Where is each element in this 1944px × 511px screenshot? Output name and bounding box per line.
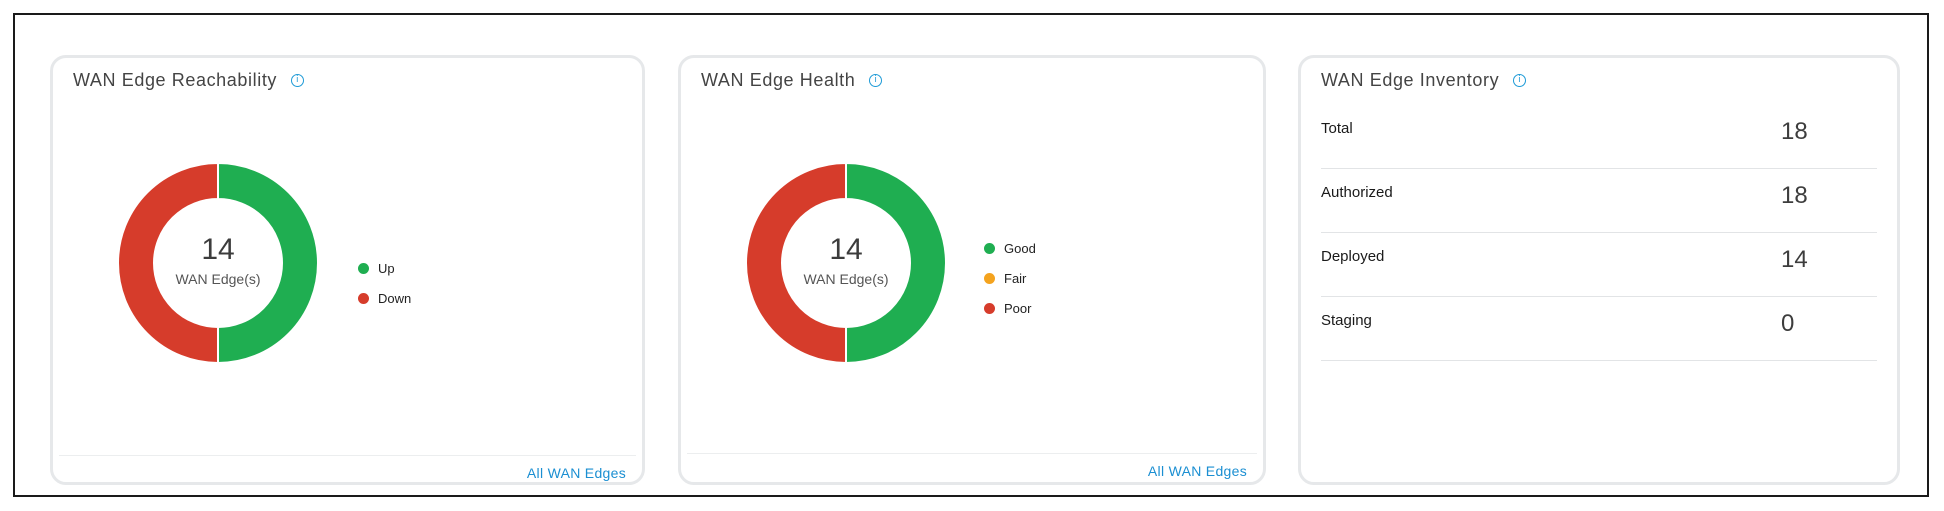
inventory-label-staging: Staging bbox=[1321, 312, 1372, 329]
reachability-center-label: WAN Edge(s) bbox=[175, 271, 261, 287]
health-center-label: WAN Edge(s) bbox=[803, 271, 889, 287]
reachability-slice-up[interactable] bbox=[217, 161, 319, 365]
reachability-legend: Up Down bbox=[358, 253, 411, 313]
legend-item-down[interactable]: Down bbox=[358, 283, 411, 313]
all-wan-edges-link[interactable]: All WAN Edges bbox=[1147, 463, 1247, 479]
good-dot-icon bbox=[984, 242, 995, 254]
legend-label-up: Up bbox=[378, 260, 395, 276]
inventory-row-staging[interactable]: Staging 0 bbox=[1321, 296, 1877, 361]
all-wan-edges-link[interactable]: All WAN Edges bbox=[526, 465, 626, 481]
inventory-label-deployed: Deployed bbox=[1321, 248, 1385, 265]
legend-label-good: Good bbox=[1004, 240, 1036, 256]
inventory-label-total: Total bbox=[1321, 120, 1353, 137]
health-donut-chart[interactable] bbox=[721, 138, 971, 388]
info-icon[interactable]: i bbox=[869, 74, 883, 87]
legend-label-down: Down bbox=[378, 290, 412, 306]
inventory-title: WAN Edge Inventory i bbox=[1321, 70, 1527, 91]
legend-label-fair: Fair bbox=[1004, 270, 1027, 286]
inventory-title-text: WAN Edge Inventory bbox=[1321, 70, 1500, 90]
health-title: WAN Edge Health i bbox=[701, 70, 883, 91]
health-footer-divider bbox=[687, 453, 1257, 454]
legend-item-up[interactable]: Up bbox=[358, 253, 411, 283]
health-card: WAN Edge Health i 14 WAN Edge(s) Good Fa… bbox=[678, 55, 1266, 485]
fair-dot-icon bbox=[984, 272, 995, 284]
inventory-value-staging: 0 bbox=[1781, 310, 1795, 337]
reachability-slice-down[interactable] bbox=[117, 161, 219, 365]
inventory-row-authorized[interactable]: Authorized 18 bbox=[1321, 168, 1877, 233]
legend-item-fair[interactable]: Fair bbox=[984, 263, 1036, 293]
health-slice-good[interactable] bbox=[845, 161, 947, 365]
inventory-row-deployed[interactable]: Deployed 14 bbox=[1321, 232, 1877, 297]
inventory-card: WAN Edge Inventory i Total 18 Authorized… bbox=[1298, 55, 1900, 485]
health-slice-poor[interactable] bbox=[745, 161, 847, 365]
reachability-donut-chart[interactable] bbox=[93, 138, 343, 388]
legend-item-poor[interactable]: Poor bbox=[984, 293, 1036, 323]
inventory-label-authorized: Authorized bbox=[1321, 184, 1393, 201]
inventory-value-deployed: 14 bbox=[1781, 246, 1808, 273]
down-dot-icon bbox=[358, 292, 369, 304]
health-center-count: 14 bbox=[829, 233, 863, 266]
health-title-text: WAN Edge Health bbox=[701, 70, 856, 90]
reachability-title-text: WAN Edge Reachability bbox=[73, 70, 278, 90]
inventory-value-authorized: 18 bbox=[1781, 182, 1808, 209]
dashboard-frame: WAN Edge Reachability i 14 WAN Edge(s) U… bbox=[13, 13, 1929, 497]
info-icon[interactable]: i bbox=[1513, 74, 1527, 87]
inventory-row-total[interactable]: Total 18 bbox=[1321, 104, 1877, 169]
reachability-card: WAN Edge Reachability i 14 WAN Edge(s) U… bbox=[50, 55, 645, 485]
reachability-footer-divider bbox=[59, 455, 636, 456]
inventory-value-total: 18 bbox=[1781, 118, 1808, 145]
health-legend: Good Fair Poor bbox=[984, 233, 1036, 323]
reachability-center-count: 14 bbox=[201, 233, 235, 266]
legend-label-poor: Poor bbox=[1004, 300, 1032, 316]
reachability-title: WAN Edge Reachability i bbox=[73, 70, 305, 91]
legend-item-good[interactable]: Good bbox=[984, 233, 1036, 263]
poor-dot-icon bbox=[984, 302, 995, 314]
up-dot-icon bbox=[358, 262, 369, 274]
info-icon[interactable]: i bbox=[291, 74, 305, 87]
